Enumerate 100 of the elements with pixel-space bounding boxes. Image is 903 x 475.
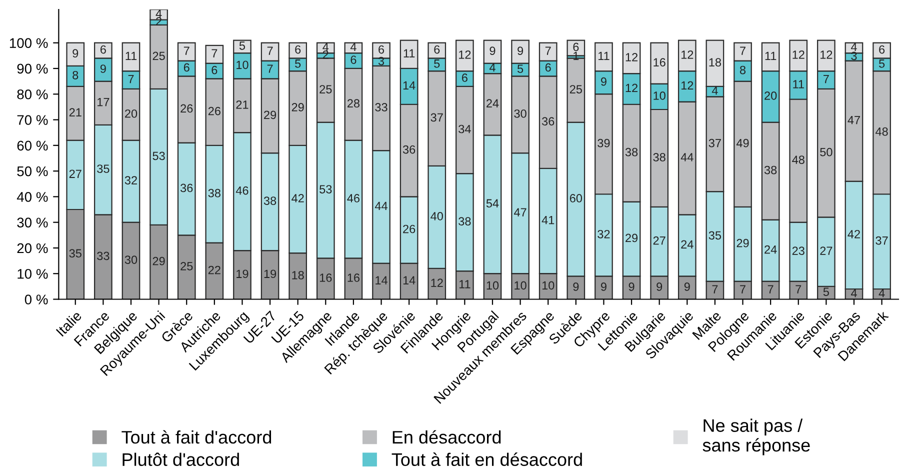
data-label: 25 bbox=[180, 262, 193, 270]
y-tick-label: 10 % bbox=[18, 268, 48, 279]
data-label: 19 bbox=[236, 270, 248, 278]
data-label: 4 bbox=[322, 42, 329, 52]
data-label: 47 bbox=[848, 116, 860, 124]
data-label: 7 bbox=[824, 74, 829, 84]
y-tick-label: 30 % bbox=[17, 218, 48, 228]
y-tick-label: 50 % bbox=[17, 166, 48, 176]
data-label: 39 bbox=[598, 138, 610, 148]
legend-label: Plutôt d'accord bbox=[122, 452, 239, 466]
data-label: 29 bbox=[736, 238, 749, 248]
data-label: 12 bbox=[431, 278, 443, 287]
data-label: 38 bbox=[764, 166, 777, 174]
data-label: 7 bbox=[128, 74, 134, 84]
data-label: 33 bbox=[375, 103, 388, 112]
data-label: 48 bbox=[792, 156, 804, 164]
data-label: 6 bbox=[462, 74, 468, 82]
data-label: 36 bbox=[402, 145, 416, 154]
data-label: 37 bbox=[708, 138, 721, 148]
data-label: 6 bbox=[350, 56, 356, 64]
data-label: 60 bbox=[570, 194, 582, 202]
data-label: 26 bbox=[208, 106, 220, 116]
data-label: 6 bbox=[879, 45, 885, 54]
data-label: 5 bbox=[434, 60, 440, 68]
data-label: 4 bbox=[878, 289, 885, 298]
data-label: 29 bbox=[292, 103, 304, 112]
data-label: 44 bbox=[374, 202, 388, 210]
data-label: 17 bbox=[98, 98, 110, 106]
data-label: 38 bbox=[264, 196, 276, 205]
data-label: 20 bbox=[764, 91, 777, 100]
data-label: 42 bbox=[848, 230, 860, 238]
data-label: 6 bbox=[545, 63, 551, 72]
data-label: 33 bbox=[97, 252, 110, 260]
data-label: 5 bbox=[239, 42, 246, 50]
data-label: 7 bbox=[740, 46, 746, 55]
data-label: 23 bbox=[792, 246, 804, 255]
data-label: 29 bbox=[626, 234, 638, 242]
data-label: 11 bbox=[404, 49, 415, 58]
data-label: 14 bbox=[403, 81, 416, 90]
data-label: 10 bbox=[486, 281, 499, 290]
data-label: 14 bbox=[403, 276, 416, 284]
data-label: 4 bbox=[350, 42, 356, 52]
data-label: 30 bbox=[514, 109, 526, 118]
data-label: 30 bbox=[124, 256, 138, 264]
data-label: 6 bbox=[100, 45, 106, 54]
data-label: 4 bbox=[850, 289, 857, 298]
data-label: 26 bbox=[180, 104, 193, 113]
data-label: 12 bbox=[681, 81, 694, 90]
data-label: 7 bbox=[212, 49, 218, 58]
data-label: 40 bbox=[430, 212, 443, 220]
data-label: 5 bbox=[878, 60, 885, 68]
data-label: 38 bbox=[458, 217, 471, 226]
data-label: 12 bbox=[681, 50, 694, 59]
data-label: 7 bbox=[796, 285, 802, 294]
data-label: 38 bbox=[625, 148, 638, 156]
data-label: 47 bbox=[514, 208, 526, 216]
data-label: 46 bbox=[347, 194, 360, 202]
data-label: 21 bbox=[236, 100, 248, 109]
data-label: 29 bbox=[264, 110, 276, 120]
data-label: 7 bbox=[712, 285, 718, 294]
data-label: 9 bbox=[490, 46, 496, 55]
data-label: 10 bbox=[236, 60, 248, 70]
data-label: 8 bbox=[72, 70, 78, 80]
data-label: 42 bbox=[292, 194, 304, 202]
data-label: 16 bbox=[348, 274, 360, 282]
data-label: 11 bbox=[459, 280, 470, 288]
data-label: 5 bbox=[295, 60, 301, 68]
data-label: 34 bbox=[458, 124, 471, 134]
data-label: 9 bbox=[600, 77, 606, 86]
data-label: 22 bbox=[208, 266, 220, 274]
data-label: 10 bbox=[654, 91, 666, 100]
data-label: 35 bbox=[69, 249, 82, 258]
data-label: 27 bbox=[653, 236, 666, 245]
data-label: 9 bbox=[518, 46, 524, 55]
data-label: 25 bbox=[320, 85, 332, 94]
data-label: 20 bbox=[125, 109, 138, 118]
data-label: 9 bbox=[628, 282, 634, 291]
data-label: 7 bbox=[545, 46, 551, 55]
data-label: 10 bbox=[542, 281, 554, 290]
y-tick-label: 80 % bbox=[17, 89, 48, 100]
data-label: 44 bbox=[680, 153, 694, 162]
data-label: 11 bbox=[793, 80, 804, 88]
data-label: 48 bbox=[876, 127, 888, 136]
y-tick-label: 90 % bbox=[17, 64, 48, 74]
data-label: 12 bbox=[626, 84, 638, 92]
data-label: 28 bbox=[347, 99, 360, 108]
data-label: 6 bbox=[573, 42, 579, 52]
data-label: 4 bbox=[850, 42, 857, 52]
y-tick-label: 60 % bbox=[17, 140, 48, 151]
data-label: 26 bbox=[403, 224, 416, 234]
data-label: 35 bbox=[708, 231, 722, 240]
data-label: 24 bbox=[764, 245, 777, 254]
y-tick-label: 20 % bbox=[17, 243, 48, 254]
data-label: 38 bbox=[653, 153, 666, 162]
legend-label: En désaccord bbox=[392, 430, 501, 444]
data-label: 4 bbox=[489, 63, 496, 72]
data-label: 5 bbox=[823, 288, 829, 296]
data-label: 6 bbox=[184, 63, 190, 72]
data-label: 25 bbox=[152, 52, 165, 60]
data-label: 3 bbox=[851, 52, 857, 60]
